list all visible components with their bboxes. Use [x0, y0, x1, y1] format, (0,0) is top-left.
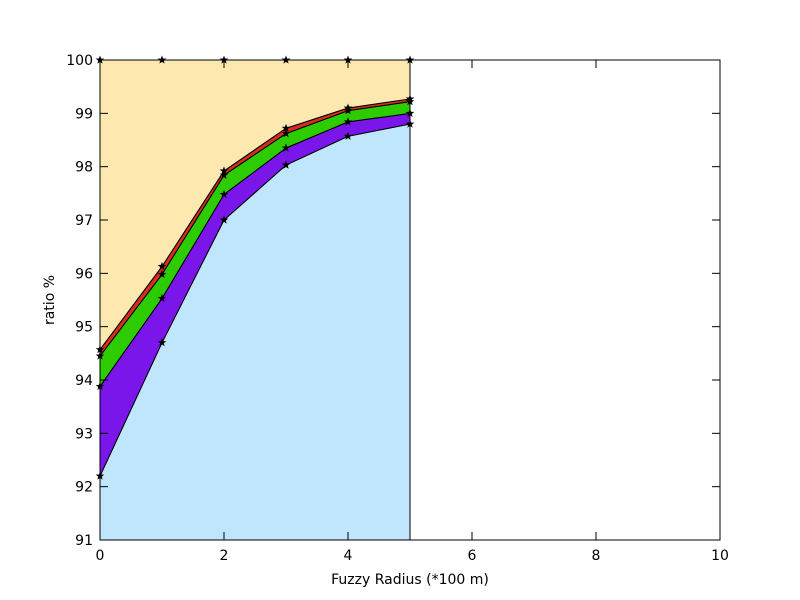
data-point-4-5	[405, 94, 415, 103]
x-axis-label: Fuzzy Radius (*100 m)	[331, 572, 489, 588]
y-tick-label: 94	[75, 373, 93, 389]
data-point-3-2	[219, 170, 229, 179]
data-point-1-5	[405, 119, 415, 128]
y-tick-label: 91	[75, 533, 93, 549]
x-tick-label: 2	[220, 548, 229, 564]
data-point-2-2	[219, 189, 229, 199]
data-point-3-1	[157, 269, 167, 279]
data-point-4-2	[219, 166, 229, 175]
y-tick-label: 92	[75, 480, 93, 496]
y-axis-ticks: 91 92 93 94 95 96 97 98 99 100	[66, 53, 720, 549]
data-point-3-5	[405, 97, 415, 106]
data-point-4-1	[157, 261, 167, 271]
data-point-1-3	[281, 160, 291, 169]
x-axis-ticks: 0 2 4 6 8 10	[96, 60, 729, 564]
x-tick-label: 8	[592, 548, 601, 564]
data-point-4-3	[281, 123, 291, 132]
x-tick-label: 10	[711, 548, 729, 564]
data-point-1-1	[157, 338, 167, 347]
data-point-2-3	[281, 143, 291, 152]
area-bands	[99, 59, 411, 541]
data-point-1-2	[219, 215, 229, 224]
y-tick-label: 99	[75, 106, 93, 122]
y-tick-label: 96	[75, 266, 93, 282]
x-tick-label: 6	[468, 548, 477, 564]
y-tick-label: 100	[66, 53, 93, 69]
data-point-2-4	[343, 117, 353, 126]
data-point-4-4	[343, 103, 353, 112]
data-point-3-4	[343, 106, 353, 115]
x-tick-label: 4	[344, 548, 353, 564]
data-point-2-5	[405, 108, 415, 117]
y-tick-label: 95	[75, 320, 93, 336]
data-point-1-4	[343, 131, 353, 140]
y-axis-label: ratio %	[42, 275, 58, 325]
plot-frame	[99, 59, 721, 541]
data-point-3-3	[281, 129, 291, 138]
y-tick-label: 93	[75, 426, 93, 442]
x-tick-label: 0	[96, 548, 105, 564]
y-tick-label: 97	[75, 213, 93, 229]
data-point-2-1	[157, 293, 167, 303]
y-tick-label: 98	[75, 160, 93, 176]
